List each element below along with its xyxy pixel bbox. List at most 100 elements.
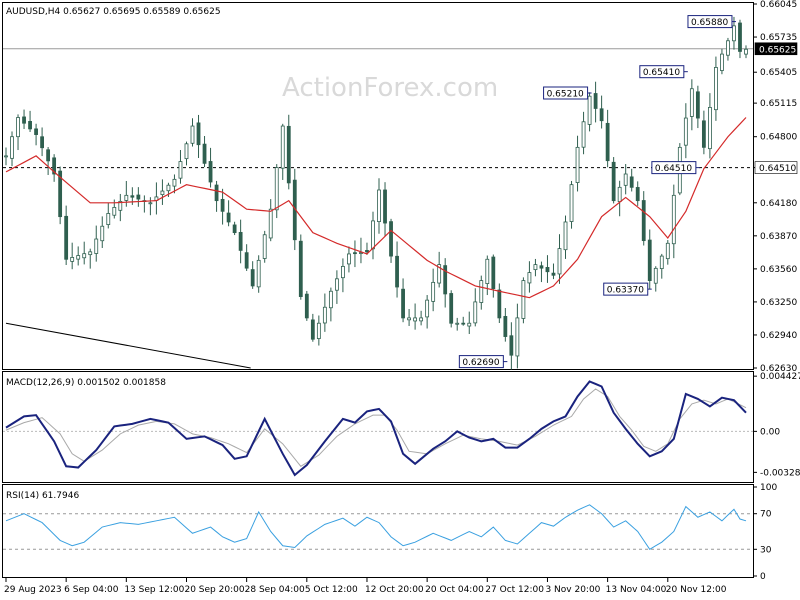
candle <box>575 135 580 192</box>
annotation-box <box>543 86 589 100</box>
candle <box>4 147 8 166</box>
candle <box>88 248 93 269</box>
candle-body <box>160 190 165 196</box>
candle <box>557 234 562 284</box>
candle <box>286 114 291 190</box>
annotation-box <box>458 355 504 369</box>
candle <box>316 315 321 346</box>
candle-body <box>383 189 387 224</box>
candle <box>593 81 598 123</box>
candle <box>509 322 514 370</box>
candle <box>726 37 730 61</box>
candle <box>395 241 399 298</box>
candle <box>190 118 195 147</box>
candle-body <box>443 265 448 295</box>
candle-body <box>401 288 405 319</box>
candle <box>250 261 255 289</box>
candle <box>599 95 604 129</box>
candle-body <box>575 146 580 183</box>
candle-body <box>94 238 99 254</box>
candle-body <box>407 317 411 321</box>
candle-body <box>479 280 484 303</box>
y-tick-label: 0.65405 <box>760 68 797 78</box>
candle-body <box>130 195 135 198</box>
candle <box>659 253 664 279</box>
candle-body <box>244 252 249 269</box>
candle <box>539 261 544 283</box>
candle <box>172 174 177 194</box>
y-tick-label: 0.63250 <box>760 298 797 308</box>
candle-body <box>4 155 8 158</box>
candle-body <box>22 116 26 124</box>
candle-body <box>617 186 622 203</box>
candle-body <box>70 257 75 262</box>
candle-body <box>88 251 93 256</box>
candle-body <box>701 120 706 148</box>
candle-body <box>738 22 742 52</box>
candle-body <box>136 194 141 200</box>
y-tick-label: 0.65115 <box>760 99 797 109</box>
candle <box>232 221 237 236</box>
candle <box>461 316 466 326</box>
candle-body <box>64 215 69 260</box>
annotation-label: 0.65210 <box>547 90 584 100</box>
candle-body <box>515 317 520 357</box>
candle-body <box>298 240 303 297</box>
candle-body <box>82 253 87 259</box>
candle-body <box>190 125 195 144</box>
candle-body <box>720 53 724 71</box>
annotation-label: 0.65880 <box>691 18 728 28</box>
candle-body <box>599 108 604 122</box>
candle-body <box>52 157 57 175</box>
candle <box>647 229 652 290</box>
candle <box>720 48 724 75</box>
candle <box>479 275 484 310</box>
candle <box>94 225 99 262</box>
candle <box>304 290 309 321</box>
candle <box>58 166 63 225</box>
candle <box>238 219 243 264</box>
candle-body <box>58 170 63 218</box>
candle-body <box>202 143 207 164</box>
candle <box>503 307 508 342</box>
rsi-line <box>5 504 747 550</box>
candle-body <box>118 200 123 211</box>
candle <box>695 85 700 129</box>
annotation-label: 0.64510 <box>655 164 692 174</box>
candle <box>268 199 273 242</box>
candle-body <box>353 252 357 255</box>
candle <box>671 184 676 259</box>
candle-body <box>328 290 333 309</box>
candle-body <box>623 173 628 186</box>
candle <box>515 303 520 369</box>
support-level-tag-label: 0.64510 <box>759 164 796 174</box>
candle-body <box>593 93 598 109</box>
price-annotation: 0.65880 <box>687 15 736 28</box>
macd-plot-layer <box>3 380 753 477</box>
candle <box>178 150 183 184</box>
candle-body <box>503 316 508 337</box>
candle-body <box>10 136 14 159</box>
main-panel-title: AUDUSD,H4 0.65627 0.65695 0.65589 0.6562… <box>6 7 221 17</box>
candle <box>413 303 418 330</box>
candle-body <box>112 207 117 216</box>
candle <box>100 216 105 248</box>
candle-body <box>395 255 399 288</box>
candle-body <box>286 125 291 184</box>
candle <box>641 191 646 246</box>
candle <box>689 79 694 131</box>
y-tick-label: 0.66045 <box>760 0 797 10</box>
candle-body <box>449 293 454 324</box>
candle-body <box>425 299 430 318</box>
candle-body <box>533 264 538 271</box>
candle-body <box>683 117 688 146</box>
candle-body <box>605 122 610 162</box>
x-tick-label: 13 Sep 12:00 <box>124 585 184 595</box>
candle <box>407 309 411 326</box>
candle <box>701 110 706 155</box>
candle <box>160 179 165 205</box>
current-price-tag-label: 0.65625 <box>759 45 796 55</box>
price-annotation: 0.63370 <box>603 282 652 296</box>
candle-body <box>347 253 351 265</box>
candle-body <box>208 161 213 183</box>
